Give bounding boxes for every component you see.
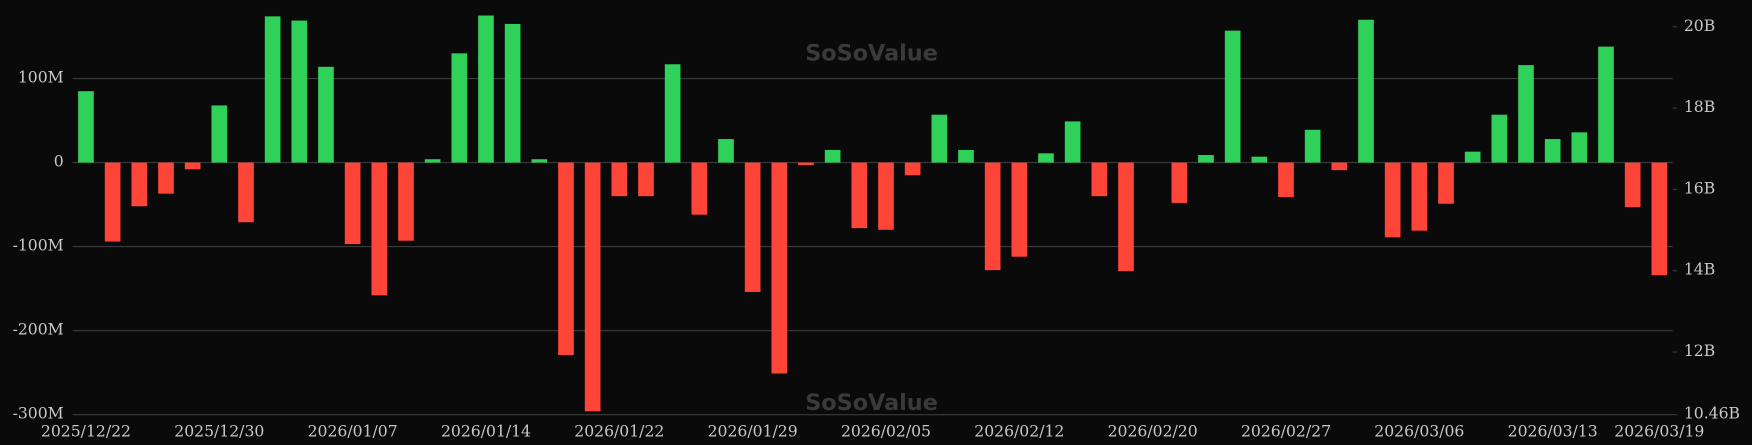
x-tick-label: 2025/12/30	[174, 422, 264, 441]
bar	[211, 105, 228, 163]
bar	[424, 159, 441, 163]
bar	[558, 162, 574, 356]
bar	[851, 162, 868, 229]
bar	[1464, 151, 1481, 163]
bar	[1518, 65, 1534, 163]
bar	[184, 162, 201, 170]
x-tick-label: 2026/03/06	[1374, 422, 1464, 441]
bar	[478, 15, 494, 163]
x-tick-label: 2026/01/07	[308, 422, 398, 441]
bar	[1304, 129, 1321, 163]
bar	[1411, 162, 1428, 231]
bar	[1278, 162, 1294, 198]
bar	[931, 114, 948, 163]
bar	[1491, 114, 1508, 163]
bar	[371, 162, 388, 296]
bar	[718, 139, 734, 163]
bar	[1171, 162, 1188, 203]
bar	[1038, 153, 1054, 163]
bar	[104, 162, 121, 242]
x-tick-label: 2026/02/12	[974, 422, 1064, 441]
bar	[1251, 156, 1268, 163]
bar	[1598, 46, 1614, 163]
bar	[131, 162, 148, 207]
bar	[504, 23, 521, 163]
bar	[1118, 162, 1134, 271]
bar	[638, 162, 654, 197]
y2-tick-label: 12B	[1684, 341, 1715, 360]
x-tick-label: 2026/01/29	[708, 422, 798, 441]
bar	[904, 162, 921, 176]
watermark: SoSoValue	[805, 40, 938, 66]
x-tick-label: 2025/12/22	[41, 422, 131, 441]
y2-tick-label: 16B	[1684, 178, 1715, 197]
bar	[1331, 162, 1348, 171]
y2-tick-label: 14B	[1684, 260, 1715, 279]
y-tick-label: -300M	[13, 404, 64, 423]
bar	[344, 162, 361, 245]
x-tick-label: 2026/03/19	[1614, 422, 1704, 441]
bar	[664, 64, 681, 163]
bar	[984, 162, 1001, 271]
bar	[1438, 162, 1454, 204]
x-tick-label: 2026/02/05	[841, 422, 931, 441]
bar	[158, 162, 174, 194]
y-tick-label: 0	[54, 152, 64, 171]
bar	[398, 162, 414, 241]
bar	[291, 20, 308, 163]
bar	[1224, 30, 1241, 163]
watermark: SoSoValue	[805, 390, 938, 416]
bar	[1198, 155, 1214, 163]
bar	[611, 162, 628, 197]
bar	[1571, 132, 1588, 163]
bar	[798, 162, 814, 166]
bar	[1384, 162, 1401, 238]
y-tick-label: -100M	[13, 236, 64, 255]
bar	[264, 16, 281, 163]
bar	[1091, 162, 1108, 197]
y2-tick-label: 10.46B	[1684, 404, 1740, 423]
bar	[531, 159, 548, 163]
y2-tick-label: 20B	[1684, 16, 1715, 35]
bar	[824, 149, 841, 163]
x-tick-label: 2026/02/27	[1241, 422, 1331, 441]
bar	[1064, 121, 1081, 163]
y-tick-label: -200M	[13, 320, 64, 339]
bar	[771, 162, 788, 374]
bar	[691, 162, 708, 215]
x-tick-label: 2026/01/22	[574, 422, 664, 441]
y-tick-label: 100M	[18, 68, 64, 87]
y2-tick-label: 18B	[1684, 97, 1715, 116]
x-tick-label: 2026/02/20	[1108, 422, 1198, 441]
bar	[878, 162, 894, 230]
x-tick-label: 2026/01/14	[441, 422, 531, 441]
bar	[1358, 19, 1374, 163]
bar	[1624, 162, 1641, 208]
x-tick-label: 2026/03/13	[1508, 422, 1598, 441]
bar	[584, 162, 601, 412]
bar	[451, 53, 468, 163]
bar	[958, 149, 974, 163]
bar	[744, 162, 761, 292]
bar	[318, 66, 334, 163]
bar	[1011, 162, 1028, 257]
bar	[238, 162, 254, 223]
bar	[1544, 139, 1561, 163]
bar	[78, 91, 94, 163]
bar	[1651, 162, 1668, 276]
